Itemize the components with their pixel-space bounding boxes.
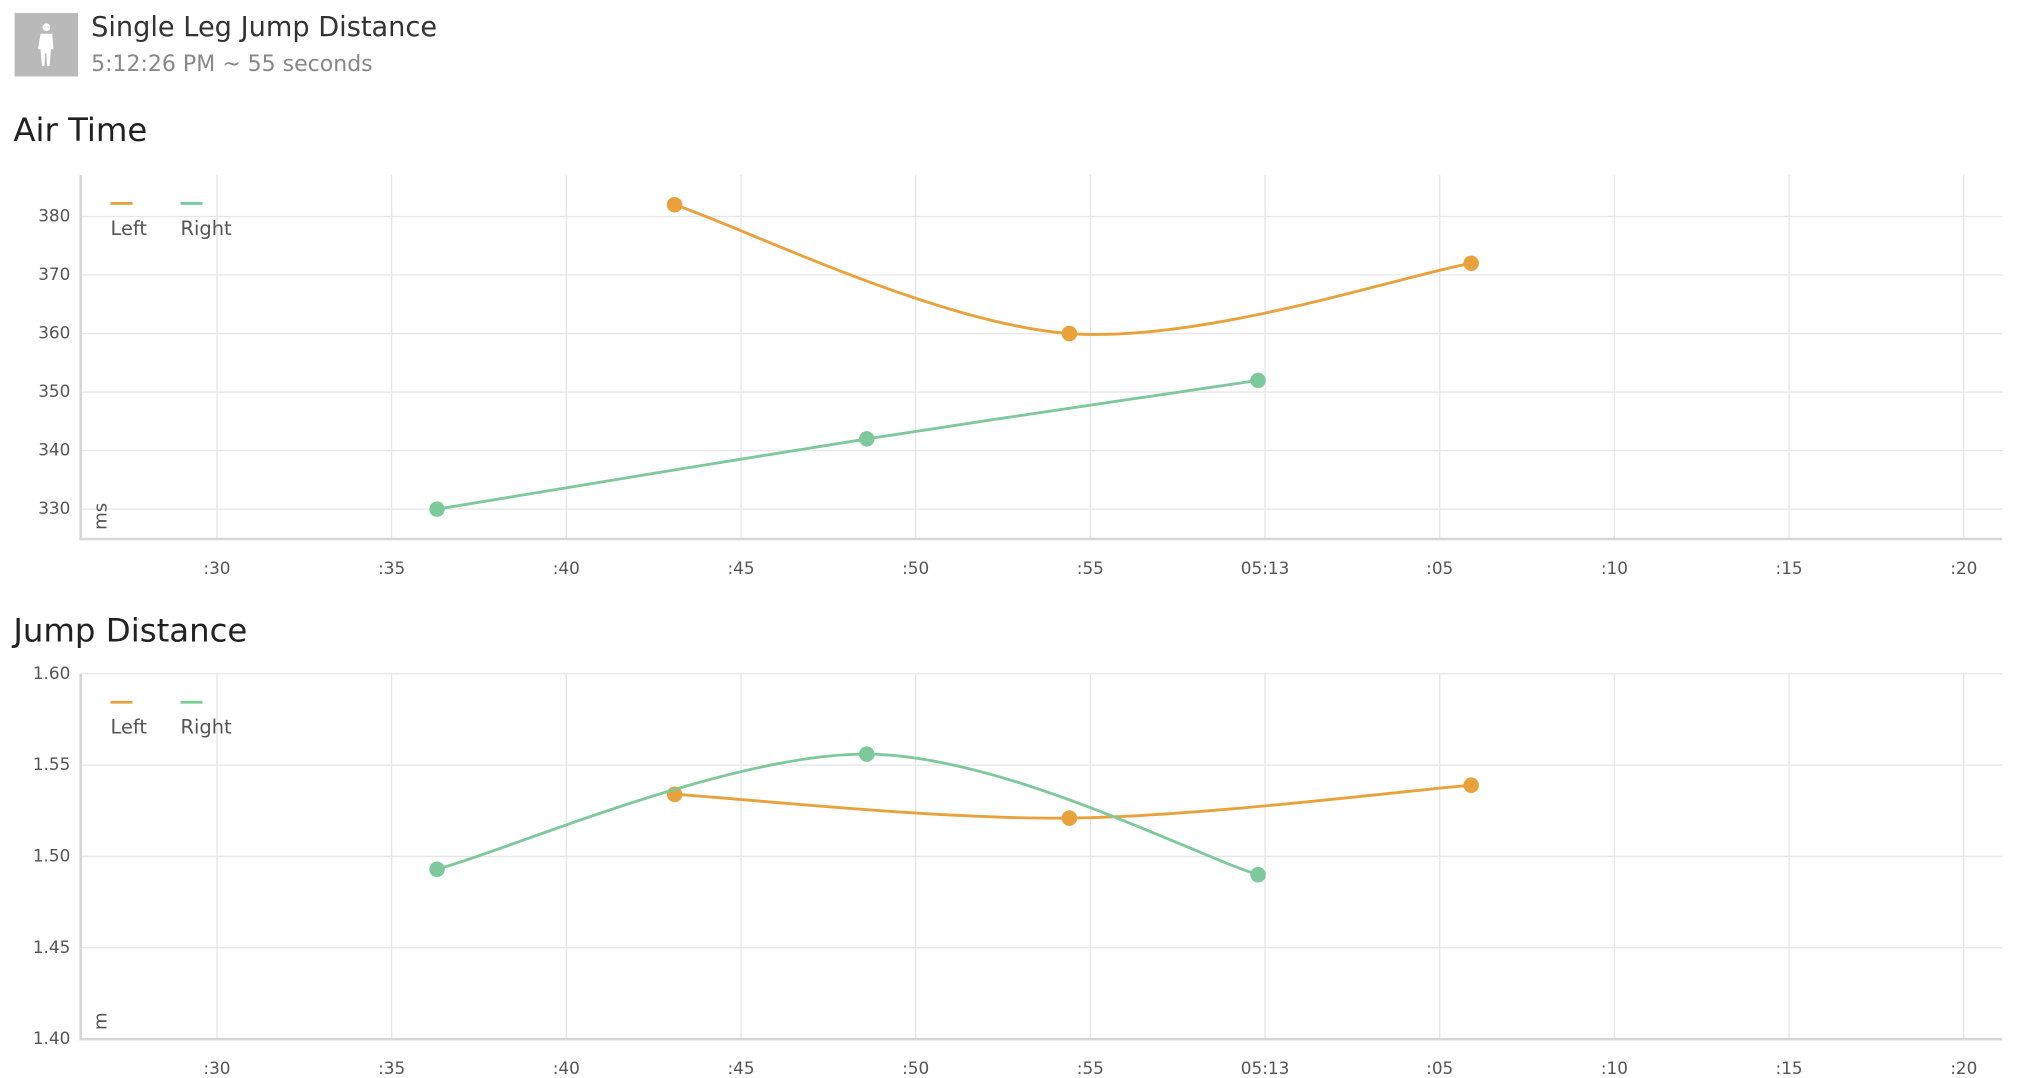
x-tick-label: :45 <box>727 1058 754 1078</box>
x-tick-label: :30 <box>203 1058 230 1078</box>
series-line <box>436 378 1259 511</box>
chart-title: Air Time <box>13 111 147 149</box>
data-point <box>1061 810 1078 826</box>
data-point <box>666 196 683 213</box>
y-unit-label: ms <box>90 503 111 530</box>
data-point <box>858 431 875 447</box>
x-tick-label: :05 <box>1426 558 1453 578</box>
y-unit-label: m <box>90 1012 111 1030</box>
data-point <box>858 746 875 762</box>
data-point <box>1061 325 1078 342</box>
data-point <box>1250 866 1266 883</box>
x-tick-label: 05:13 <box>1241 1058 1290 1078</box>
legend-label: Left <box>111 217 148 240</box>
y-tick-label: 1.55 <box>33 754 70 774</box>
x-tick-label: :55 <box>1077 558 1104 578</box>
data-point <box>1463 777 1479 793</box>
legend-label: Right <box>180 217 232 240</box>
x-tick-label: :40 <box>553 558 580 578</box>
data-point <box>1463 255 1479 272</box>
x-tick-label: :55 <box>1077 1058 1104 1078</box>
series-line <box>674 203 1472 336</box>
x-tick-label: :30 <box>203 558 230 578</box>
x-tick-label: :20 <box>1950 1058 1977 1078</box>
page-subtitle: 5:12:26 PM ~ 55 seconds <box>91 52 373 77</box>
x-tick-label: :20 <box>1950 558 1977 578</box>
page-title: Single Leg Jump Distance <box>91 12 437 43</box>
y-tick-label: 1.40 <box>33 1028 70 1048</box>
y-tick-label: 350 <box>38 381 70 401</box>
x-tick-label: :50 <box>902 1058 929 1078</box>
chart-title: Jump Distance <box>11 611 247 649</box>
y-tick-label: 1.60 <box>33 663 70 683</box>
legend-label: Right <box>180 716 232 739</box>
x-tick-label: :45 <box>727 558 754 578</box>
person-icon <box>37 23 54 67</box>
x-tick-label: :35 <box>378 1058 405 1078</box>
x-tick-label: :05 <box>1426 1058 1453 1078</box>
x-tick-label: :10 <box>1601 1058 1628 1078</box>
y-tick-label: 370 <box>38 264 70 284</box>
x-tick-label: :15 <box>1776 1058 1803 1078</box>
x-tick-label: :35 <box>378 558 405 578</box>
x-tick-label: :10 <box>1601 558 1628 578</box>
y-tick-label: 1.50 <box>33 845 70 865</box>
y-tick-label: 360 <box>38 323 70 343</box>
x-tick-label: 05:13 <box>1241 558 1290 578</box>
data-point <box>1250 372 1266 389</box>
y-tick-label: 330 <box>38 498 70 518</box>
legend-label: Left <box>111 716 148 739</box>
x-tick-label: :40 <box>553 1058 580 1078</box>
y-tick-label: 340 <box>38 440 70 460</box>
y-tick-label: 380 <box>38 205 70 225</box>
y-tick-label: 1.45 <box>33 937 70 957</box>
data-point <box>429 861 445 878</box>
x-tick-label: :50 <box>902 558 929 578</box>
data-point <box>429 501 445 517</box>
x-tick-label: :15 <box>1776 558 1803 578</box>
